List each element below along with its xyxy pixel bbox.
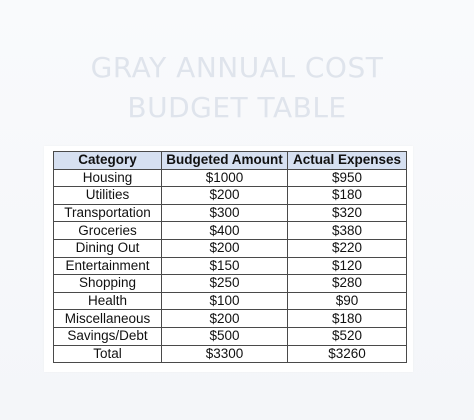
cell-budgeted: $100 (161, 291, 288, 311)
cell-actual: $380 (287, 221, 407, 240)
cell-actual: $3260 (287, 344, 407, 364)
header-actual-expenses: Actual Expenses (287, 151, 407, 170)
cell-actual: $950 (287, 168, 407, 188)
title-line-2: BUDGET TABLE (127, 91, 347, 124)
page-title: GRAY ANNUAL COST BUDGET TABLE (0, 48, 474, 128)
cell-actual: $220 (287, 238, 407, 258)
cell-actual: $320 (287, 203, 407, 223)
cell-actual: $180 (287, 309, 407, 328)
cell-category: Shopping (53, 274, 162, 293)
table-row: Utilities $200 $180 (53, 186, 407, 205)
table-row: Groceries $400 $380 (53, 221, 407, 240)
cell-budgeted: $500 (161, 326, 288, 346)
cell-actual: $520 (287, 326, 407, 346)
table-row: Entertainment $150 $120 (53, 256, 407, 276)
header-budgeted-amount: Budgeted Amount (161, 151, 288, 170)
cell-budgeted: $250 (161, 274, 288, 293)
cell-budgeted: $3300 (161, 344, 288, 364)
table-row: Health $100 $90 (53, 291, 407, 311)
budget-table: Category Budgeted Amount Actual Expenses… (53, 151, 407, 364)
cell-actual: $180 (287, 186, 407, 205)
cell-category: Housing (53, 168, 162, 188)
cell-category: Transportation (53, 203, 162, 223)
cell-category: Entertainment (53, 256, 162, 276)
cell-budgeted: $200 (161, 186, 288, 205)
cell-category: Health (53, 291, 162, 311)
cell-category: Dining Out (53, 238, 162, 258)
table-row: Housing $1000 $950 (53, 168, 407, 188)
cell-category: Total (53, 344, 162, 364)
header-category: Category (53, 151, 162, 170)
cell-category: Savings/Debt (53, 326, 162, 346)
cell-category: Groceries (53, 221, 162, 240)
cell-category: Utilities (53, 186, 162, 205)
cell-budgeted: $300 (161, 203, 288, 223)
cell-category: Miscellaneous (53, 309, 162, 328)
cell-budgeted: $150 (161, 256, 288, 276)
title-line-1: GRAY ANNUAL COST (90, 51, 384, 84)
table-row: Miscellaneous $200 $180 (53, 309, 407, 328)
cell-actual: $120 (287, 256, 407, 276)
cell-budgeted: $200 (161, 309, 288, 328)
table-row: Savings/Debt $500 $520 (53, 326, 407, 346)
table-total-row: Total $3300 $3260 (53, 344, 407, 364)
cell-actual: $90 (287, 291, 407, 311)
cell-actual: $280 (287, 274, 407, 293)
table-row: Transportation $300 $320 (53, 203, 407, 223)
cell-budgeted: $400 (161, 221, 288, 240)
table-row: Dining Out $200 $220 (53, 238, 407, 258)
cell-budgeted: $1000 (161, 168, 288, 188)
table-header-row: Category Budgeted Amount Actual Expenses (53, 151, 407, 170)
table-row: Shopping $250 $280 (53, 274, 407, 293)
cell-budgeted: $200 (161, 238, 288, 258)
